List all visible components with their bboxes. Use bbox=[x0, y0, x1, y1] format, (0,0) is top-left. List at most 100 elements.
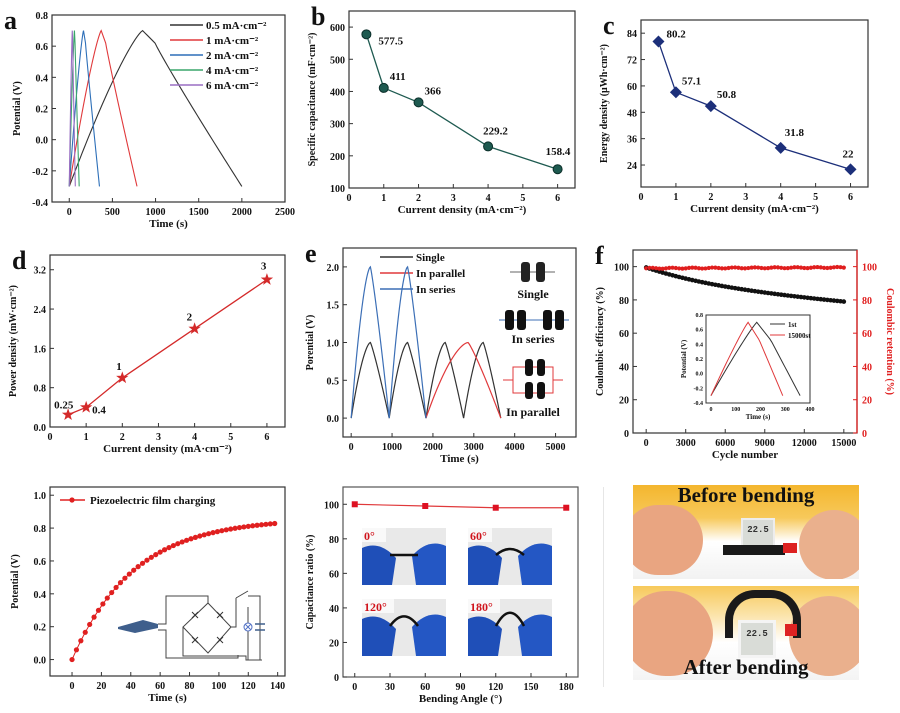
data-point bbox=[179, 539, 185, 545]
series-line bbox=[350, 265, 390, 419]
x-tick-label: 40 bbox=[126, 681, 136, 692]
data-point bbox=[378, 82, 389, 93]
y-tick-label: 1.0 bbox=[34, 491, 47, 502]
y-tick-label: 0.5 bbox=[327, 376, 340, 387]
x-tick-label: 60 bbox=[155, 681, 165, 692]
right-y-tick-label: 20 bbox=[862, 396, 872, 407]
data-point bbox=[175, 541, 181, 547]
data-point bbox=[139, 560, 146, 566]
x-tick-label: 0 bbox=[352, 682, 357, 693]
data-point bbox=[742, 266, 748, 271]
data-point bbox=[116, 371, 129, 384]
y-tick-label: 3.2 bbox=[34, 266, 47, 277]
data-point bbox=[223, 527, 229, 533]
y-tick-label: 100 bbox=[330, 184, 345, 195]
data-point bbox=[79, 400, 93, 413]
thermometer-display: 22.5 bbox=[738, 620, 776, 658]
data-label: 22 bbox=[843, 148, 855, 160]
x-tick-label: 6000 bbox=[715, 438, 735, 449]
data-label: 1 bbox=[116, 361, 122, 373]
x-tick-label: 120 bbox=[241, 681, 256, 692]
x-tick-label: 5 bbox=[813, 192, 818, 203]
data-point bbox=[700, 266, 705, 271]
panel-letter: d bbox=[12, 246, 27, 275]
y-axis-label: Energy density (μWh·cm⁻²) bbox=[599, 44, 610, 163]
y-axis-label: Specific capacitance (mF·cm⁻²) bbox=[307, 33, 318, 167]
x-tick-label: 0 bbox=[67, 207, 72, 218]
legend-marker bbox=[69, 497, 75, 503]
switch-icon bbox=[235, 590, 261, 661]
data-point bbox=[122, 575, 128, 581]
inset-x-axis-label: Time (s) bbox=[746, 413, 771, 421]
y-tick-label: -0.2 bbox=[32, 167, 48, 178]
electrode-icon bbox=[517, 310, 526, 330]
data-point bbox=[483, 141, 494, 152]
label-bg bbox=[468, 599, 500, 613]
glove-right bbox=[412, 543, 446, 585]
inset-x-tick-label: 200 bbox=[756, 407, 765, 413]
data-point bbox=[844, 163, 857, 176]
data-point bbox=[73, 647, 80, 653]
data-point bbox=[736, 265, 741, 270]
data-point bbox=[650, 265, 655, 270]
data-label: 50.8 bbox=[717, 89, 737, 101]
series-line bbox=[388, 341, 427, 419]
data-point bbox=[201, 532, 207, 538]
data-point bbox=[91, 614, 97, 620]
x-tick-label: 15000 bbox=[831, 438, 856, 449]
y-tick-label: 0.4 bbox=[34, 590, 47, 601]
data-point bbox=[818, 265, 823, 270]
x-axis-label: Current density (mA·cm⁻²) bbox=[690, 203, 819, 215]
capacitor-icon bbox=[255, 623, 265, 631]
y-tick-label: -0.4 bbox=[32, 198, 48, 209]
data-label: 158.4 bbox=[546, 146, 571, 158]
panel-letter: a bbox=[4, 6, 17, 35]
y-tick-label: 0.6 bbox=[36, 42, 49, 53]
electrode-icon bbox=[537, 382, 545, 399]
circuit-wire bbox=[182, 627, 262, 661]
inset-y-tick-label: 0.6 bbox=[696, 328, 704, 334]
glove-left bbox=[362, 545, 396, 585]
data-point bbox=[653, 266, 659, 271]
data-point bbox=[228, 526, 234, 532]
data-point bbox=[109, 589, 115, 596]
y-axis-label: Coulombic efficiency (%) bbox=[595, 287, 606, 396]
data-point bbox=[756, 265, 761, 270]
y-tick-label: 0.0 bbox=[36, 136, 49, 147]
data-point bbox=[723, 266, 728, 271]
right-y-tick-label: 0 bbox=[862, 429, 867, 440]
data-point bbox=[706, 265, 711, 271]
data-label: 229.2 bbox=[483, 125, 508, 137]
data-point bbox=[795, 265, 800, 270]
data-point bbox=[749, 265, 754, 270]
lamp-icon-cross bbox=[244, 623, 252, 631]
y-tick-label: 0 bbox=[334, 673, 339, 684]
panel-divider bbox=[603, 487, 604, 687]
x-tick-label: 500 bbox=[105, 207, 120, 218]
data-point bbox=[703, 266, 708, 271]
data-point bbox=[713, 265, 718, 270]
data-point bbox=[686, 265, 692, 271]
y-tick-label: 20 bbox=[329, 638, 339, 649]
data-point bbox=[719, 266, 725, 271]
data-label: 31.8 bbox=[785, 127, 805, 139]
plot-frame bbox=[640, 19, 869, 188]
bend-angle-label: 120° bbox=[364, 600, 387, 614]
y-tick-label: 0.0 bbox=[34, 423, 47, 434]
inset-series-line bbox=[710, 321, 801, 396]
data-point bbox=[272, 520, 278, 527]
data-point bbox=[782, 266, 787, 271]
inset-y-tick-label: -0.4 bbox=[694, 401, 704, 407]
x-tick-label: 4 bbox=[778, 192, 783, 203]
y-tick-label: 600 bbox=[330, 23, 345, 34]
plot-frame bbox=[348, 10, 576, 189]
y-tick-label: 72 bbox=[627, 56, 637, 67]
data-point bbox=[693, 265, 698, 270]
electrode-icon bbox=[525, 359, 533, 376]
y-tick-label: 500 bbox=[330, 55, 345, 66]
legend-label: In series bbox=[416, 284, 456, 296]
data-point bbox=[835, 264, 840, 270]
diode-icon bbox=[216, 636, 224, 644]
inset-legend-label: 1st bbox=[788, 321, 797, 329]
series-line bbox=[425, 341, 502, 419]
